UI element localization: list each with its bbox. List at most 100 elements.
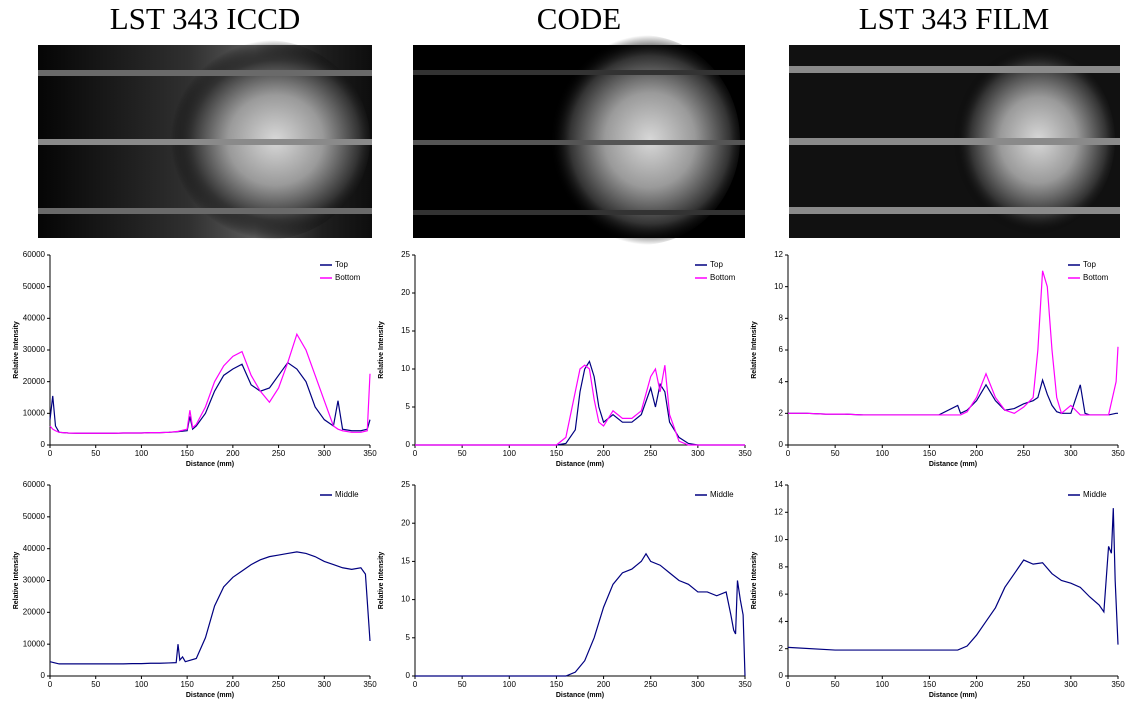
x-tick-label: 200 bbox=[597, 449, 611, 458]
data-line bbox=[415, 359, 745, 446]
legend-label: Bottom bbox=[710, 273, 736, 282]
legend-label: Bottom bbox=[335, 273, 361, 282]
x-tick-label: 300 bbox=[691, 449, 705, 458]
data-line bbox=[788, 377, 1118, 416]
y-tick-label: 25 bbox=[401, 480, 410, 489]
data-line bbox=[415, 552, 746, 677]
chart: 0 2 4 6 8 10 12 14 0 50 100 150 200 250 300 350 Distance… bbox=[751, 480, 1125, 699]
data-line bbox=[415, 364, 745, 446]
x-tick-label: 250 bbox=[272, 449, 286, 458]
y-tick-label: 4 bbox=[779, 377, 784, 386]
legend-label: Top bbox=[335, 260, 348, 269]
data-line bbox=[787, 508, 1119, 651]
y-tick-label: 60000 bbox=[23, 480, 46, 489]
x-tick-label: 100 bbox=[135, 449, 149, 458]
x-tick-label: 350 bbox=[363, 449, 377, 458]
x-tick-label: 350 bbox=[738, 680, 752, 689]
x-tick-label: 200 bbox=[226, 449, 240, 458]
y-tick-label: 20 bbox=[401, 288, 410, 297]
y-tick-label: 15 bbox=[401, 557, 410, 566]
y-tick-label: 0 bbox=[41, 671, 46, 680]
x-tick-label: 350 bbox=[363, 680, 377, 689]
y-axis-label: Relative Intensity bbox=[378, 321, 385, 379]
x-tick-label: 100 bbox=[503, 680, 517, 689]
x-axis-label: Distance (mm) bbox=[929, 692, 977, 699]
x-tick-label: 300 bbox=[318, 449, 332, 458]
y-tick-label: 5 bbox=[406, 402, 411, 411]
x-tick-label: 0 bbox=[413, 680, 418, 689]
x-tick-label: 350 bbox=[1111, 449, 1125, 458]
y-axis-label: Relative Intensity bbox=[13, 321, 20, 379]
data-line bbox=[49, 551, 371, 665]
y-tick-label: 50000 bbox=[23, 282, 46, 291]
y-axis-label: Relative Intensity bbox=[378, 552, 385, 610]
chart: 0 2 4 6 8 10 12 0 50 100 150 200 250 300 350 Distance (… bbox=[751, 250, 1125, 468]
y-tick-label: 6 bbox=[779, 345, 784, 354]
x-tick-label: 250 bbox=[1017, 449, 1031, 458]
x-tick-label: 250 bbox=[644, 449, 658, 458]
y-tick-label: 40000 bbox=[23, 544, 46, 553]
chart: 0 10000 20000 30000 40000 50000 60000 0 50 100 150… bbox=[13, 250, 377, 468]
y-tick-label: 0 bbox=[779, 440, 784, 449]
x-tick-label: 150 bbox=[550, 449, 564, 458]
legend-label: Middle bbox=[335, 490, 359, 499]
x-tick-label: 350 bbox=[1111, 680, 1125, 689]
y-tick-label: 10000 bbox=[23, 639, 46, 648]
data-line bbox=[788, 270, 1119, 416]
y-tick-label: 5 bbox=[406, 633, 411, 642]
y-tick-label: 12 bbox=[774, 250, 783, 259]
y-tick-label: 20 bbox=[401, 518, 410, 527]
x-tick-label: 300 bbox=[318, 680, 332, 689]
legend-label: Top bbox=[1083, 260, 1096, 269]
y-tick-label: 0 bbox=[406, 440, 411, 449]
x-axis-label: Distance (mm) bbox=[556, 692, 604, 699]
image-iccd bbox=[38, 40, 372, 240]
x-tick-label: 150 bbox=[180, 680, 194, 689]
x-tick-label: 250 bbox=[272, 680, 286, 689]
y-tick-label: 8 bbox=[779, 562, 784, 571]
column-title: CODE bbox=[537, 1, 621, 36]
y-tick-label: 14 bbox=[774, 480, 783, 489]
column-title: LST 343 FILM bbox=[859, 1, 1050, 36]
x-tick-label: 150 bbox=[550, 680, 564, 689]
y-tick-label: 10 bbox=[774, 535, 783, 544]
y-tick-label: 0 bbox=[41, 440, 46, 449]
y-tick-label: 40000 bbox=[23, 313, 46, 322]
y-tick-label: 2 bbox=[779, 644, 784, 653]
y-tick-label: 10 bbox=[401, 595, 410, 604]
image-code bbox=[413, 35, 745, 245]
x-tick-label: 50 bbox=[458, 449, 467, 458]
y-tick-label: 8 bbox=[779, 313, 784, 322]
x-tick-label: 300 bbox=[1064, 680, 1078, 689]
y-axis-label: Relative Intensity bbox=[13, 552, 20, 610]
y-tick-label: 50000 bbox=[23, 512, 46, 521]
x-tick-label: 50 bbox=[458, 680, 467, 689]
y-axis-label: Relative Intensity bbox=[751, 552, 758, 610]
x-axis-label: Distance (mm) bbox=[929, 461, 977, 468]
x-tick-label: 350 bbox=[738, 449, 752, 458]
x-axis-label: Distance (mm) bbox=[556, 461, 604, 468]
y-tick-label: 2 bbox=[779, 408, 784, 417]
legend-label: Middle bbox=[1083, 490, 1107, 499]
x-tick-label: 200 bbox=[970, 449, 984, 458]
y-tick-label: 25 bbox=[401, 250, 410, 259]
x-tick-label: 0 bbox=[786, 449, 791, 458]
x-tick-label: 300 bbox=[691, 680, 705, 689]
legend-label: Middle bbox=[710, 490, 734, 499]
y-tick-label: 6 bbox=[779, 589, 784, 598]
y-tick-label: 10 bbox=[401, 364, 410, 373]
y-tick-label: 30000 bbox=[23, 345, 46, 354]
x-axis-label: Distance (mm) bbox=[186, 692, 234, 699]
chart: 0 10000 20000 30000 40000 50000 60000 0 50 100 150… bbox=[13, 480, 377, 699]
column-title: LST 343 ICCD bbox=[110, 1, 301, 36]
image-film bbox=[789, 45, 1120, 238]
y-tick-label: 12 bbox=[774, 507, 783, 516]
x-tick-label: 50 bbox=[91, 680, 100, 689]
x-tick-label: 100 bbox=[876, 680, 890, 689]
x-tick-label: 100 bbox=[503, 449, 517, 458]
y-tick-label: 10000 bbox=[23, 408, 46, 417]
x-tick-label: 150 bbox=[180, 449, 194, 458]
x-tick-label: 50 bbox=[831, 680, 840, 689]
